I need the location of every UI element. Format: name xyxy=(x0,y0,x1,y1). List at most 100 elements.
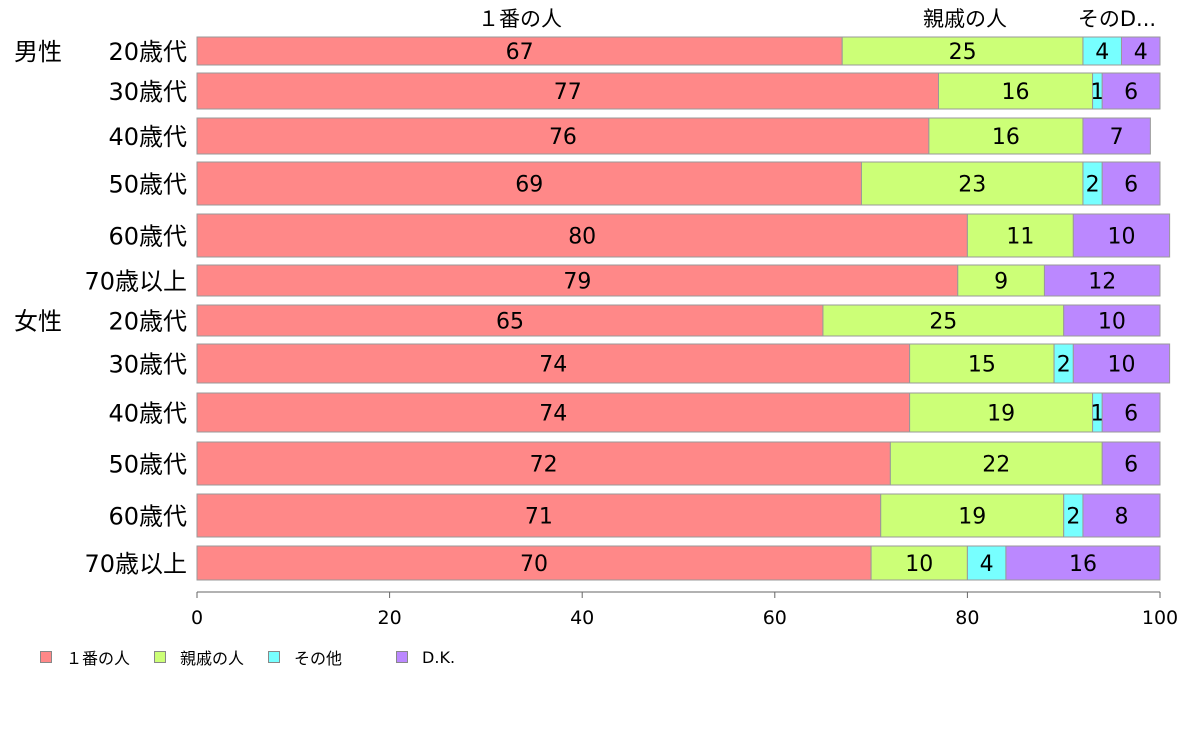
bar-segment xyxy=(196,72,940,110)
data-label: 16 xyxy=(1002,80,1030,105)
data-label: 10 xyxy=(1098,310,1126,335)
bar-segment xyxy=(822,304,1065,337)
bar-segment xyxy=(196,304,824,337)
data-label: 7 xyxy=(1110,125,1124,150)
data-label: 10 xyxy=(905,552,933,577)
data-label: 10 xyxy=(1107,353,1135,378)
category-label: 60歳代 xyxy=(108,223,187,251)
legend-item-4: D.K. xyxy=(396,648,455,667)
bar-segment xyxy=(966,213,1074,258)
category-label: 40歳代 xyxy=(108,123,187,151)
bar-segment xyxy=(196,36,843,66)
bar-segment xyxy=(1072,343,1171,384)
bar-segment xyxy=(1082,493,1161,538)
bar-segment xyxy=(1101,441,1161,486)
category-label: 50歳代 xyxy=(108,171,187,199)
x-tick-label: 0 xyxy=(191,607,203,629)
data-label: 23 xyxy=(958,173,986,198)
data-label: 11 xyxy=(1006,225,1034,250)
data-label: 74 xyxy=(539,402,567,427)
data-label: 4 xyxy=(980,552,994,577)
data-label: 4 xyxy=(1134,40,1148,65)
data-label: 6 xyxy=(1124,402,1138,427)
bar-segment xyxy=(1082,117,1151,155)
data-label: 76 xyxy=(549,125,577,150)
bar-segment xyxy=(928,117,1084,155)
data-label: 12 xyxy=(1088,270,1116,295)
data-label: 2 xyxy=(1086,173,1100,198)
data-label: 8 xyxy=(1114,505,1128,530)
x-tick-label: 100 xyxy=(1142,607,1178,629)
category-label: 20歳代 xyxy=(108,308,187,336)
data-label: 19 xyxy=(958,505,986,530)
legend-swatch-3 xyxy=(268,651,281,663)
bar-segment xyxy=(196,117,930,155)
data-label: 10 xyxy=(1107,225,1135,250)
group-label: 女性 xyxy=(14,308,62,336)
legend-label-3: その他 xyxy=(294,649,343,668)
data-label: 25 xyxy=(949,40,977,65)
bar-segment xyxy=(196,343,911,384)
bar-segment xyxy=(880,493,1065,538)
category-label: 20歳代 xyxy=(108,38,187,66)
category-label: 60歳代 xyxy=(108,503,187,531)
data-label: 6 xyxy=(1124,173,1138,198)
data-label: 71 xyxy=(525,505,553,530)
legend-label-1: １番の人 xyxy=(66,649,131,668)
data-label: 74 xyxy=(539,353,567,378)
bar-segment xyxy=(966,545,1007,581)
legend-label-4: D.K. xyxy=(422,647,456,667)
legend-item-1: １番の人 xyxy=(40,645,130,669)
data-label: 6 xyxy=(1124,453,1138,478)
bar-segment xyxy=(889,441,1103,486)
bar-segment xyxy=(196,264,959,297)
legend-swatch-2 xyxy=(154,651,167,663)
bar-segment xyxy=(938,72,1094,110)
data-label: 79 xyxy=(563,270,591,295)
top-series-label: そのD... xyxy=(1078,7,1156,31)
data-label: 1 xyxy=(1090,80,1104,105)
category-label: 30歳代 xyxy=(108,78,187,106)
data-label: 72 xyxy=(530,453,558,478)
bar-segment xyxy=(860,161,1084,206)
top-series-label: 親戚の人 xyxy=(923,7,1007,31)
data-label: 1 xyxy=(1090,402,1104,427)
data-label: 15 xyxy=(968,353,996,378)
legend-swatch-4 xyxy=(396,651,409,663)
bar-segment xyxy=(1063,304,1161,337)
category-label: 40歳代 xyxy=(108,400,187,428)
data-label: 25 xyxy=(929,310,957,335)
bar-segment xyxy=(909,392,1094,433)
bar-segment xyxy=(196,392,911,433)
x-tick-label: 80 xyxy=(955,607,979,629)
legend-swatch-1 xyxy=(40,651,52,663)
bar-segment xyxy=(841,36,1084,66)
bar-segment xyxy=(196,213,968,258)
data-label: 6 xyxy=(1124,80,1138,105)
bar-segment xyxy=(1101,161,1161,206)
bar-segment xyxy=(196,493,882,538)
legend: １番の人 親戚の人 その他 D.K. xyxy=(40,645,479,669)
data-label: 16 xyxy=(1069,552,1097,577)
data-label: 69 xyxy=(515,173,543,198)
data-label: 9 xyxy=(994,270,1008,295)
bar-segment xyxy=(1043,264,1161,297)
bar-segment xyxy=(1101,392,1161,433)
category-label: 70歳以上 xyxy=(84,550,187,578)
data-label: 4 xyxy=(1095,40,1109,65)
x-tick-label: 60 xyxy=(763,607,787,629)
data-label: 80 xyxy=(568,225,596,250)
data-label: 2 xyxy=(1057,353,1071,378)
category-label: 30歳代 xyxy=(108,351,187,379)
x-tick-label: 40 xyxy=(570,607,594,629)
category-label: 70歳以上 xyxy=(84,268,187,296)
bar-segment xyxy=(196,441,891,486)
bar-segment xyxy=(1101,72,1161,110)
data-label: 19 xyxy=(987,402,1015,427)
group-label: 男性 xyxy=(14,38,62,66)
legend-label-2: 親戚の人 xyxy=(180,649,245,668)
data-label: 65 xyxy=(496,310,524,335)
bar-segment xyxy=(1120,36,1161,66)
category-label: 50歳代 xyxy=(108,451,187,479)
